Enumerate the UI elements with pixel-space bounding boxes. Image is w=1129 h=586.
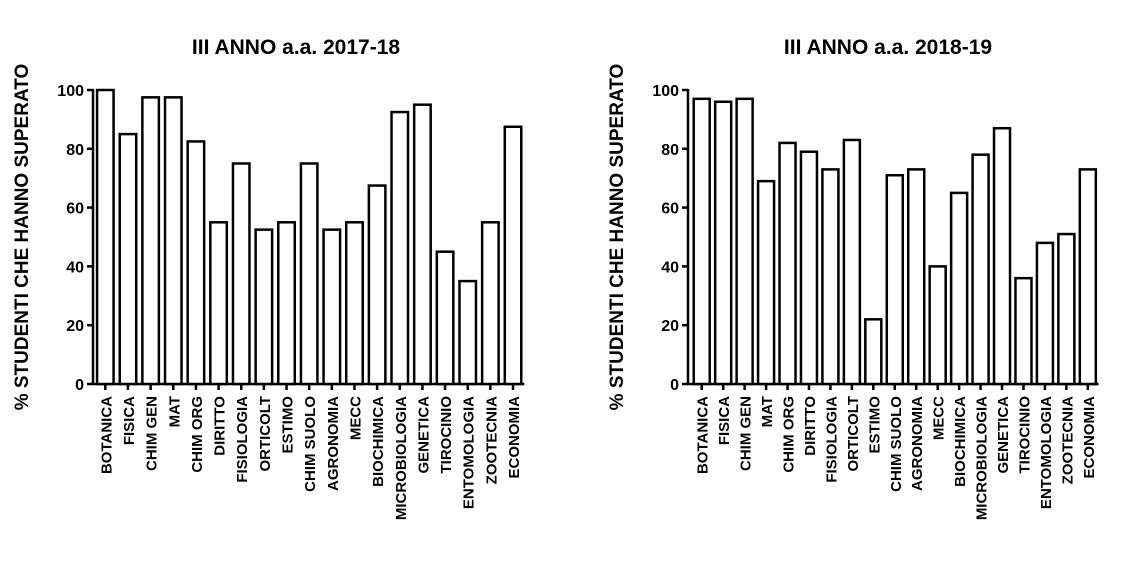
- bar: [458, 279, 478, 386]
- bar: [277, 221, 297, 386]
- bar: [1014, 276, 1033, 386]
- chart-panel-2017-18: III ANNO a.a. 2017-18 % STUDENTI CHE HANN…: [12, 36, 525, 520]
- y-tick-label: 20: [66, 318, 84, 335]
- x-tick-label: MAT: [166, 396, 183, 427]
- x-tick-label: CHIM SUOLO: [888, 396, 905, 492]
- x-tick-label: BIOCHIMICA: [370, 396, 387, 487]
- bar: [842, 138, 862, 386]
- chart-panel-2018-19: III ANNO a.a. 2018-19 % STUDENTI CHE HANN…: [607, 36, 1099, 520]
- bar: [412, 103, 432, 386]
- bar: [799, 150, 819, 386]
- y-tick-label: 60: [661, 201, 679, 218]
- bar: [1057, 232, 1076, 386]
- x-tick-label: BOTANICA: [695, 396, 712, 474]
- bar: [390, 110, 410, 386]
- y-tick-label: 0: [670, 377, 679, 394]
- y-tick-label: 20: [661, 318, 679, 335]
- x-tick-label: TIROCINIO: [438, 396, 455, 474]
- x-tick-label: MAT: [759, 396, 776, 427]
- bar: [254, 228, 274, 386]
- x-tick-label: ZOOTECNIA: [483, 396, 500, 484]
- x-tick-label: CHIM GEN: [738, 396, 755, 471]
- bar: [186, 140, 206, 386]
- bar: [1035, 241, 1055, 386]
- x-tick-label: ESTIMO: [280, 396, 297, 454]
- x-tick-label: FISIOLOGIA: [823, 396, 840, 483]
- y-tick-label: 40: [661, 259, 679, 276]
- bar: [735, 97, 754, 386]
- x-tick-label: GENETICA: [995, 396, 1012, 474]
- x-tick-label: ECONOMIA: [1081, 396, 1098, 479]
- x-tick-label: ORTICOLT: [845, 396, 862, 472]
- x-tick-label: TIROCINIO: [1016, 396, 1033, 474]
- bar: [95, 88, 115, 386]
- y-tick-label: 40: [66, 259, 84, 276]
- x-tick-label: GENETICA: [415, 396, 432, 474]
- y-axis-label: % STUDENTI CHE HANNO SUPERATO: [12, 64, 33, 411]
- x-tick-label: ENTOMOLOGIA: [461, 396, 478, 509]
- chart-title: III ANNO a.a. 2018-19: [784, 36, 992, 59]
- x-tick-label: DIRITTO: [212, 396, 229, 456]
- x-tick-label: ECONOMIA: [506, 396, 523, 479]
- bar: [209, 221, 229, 386]
- bar: [885, 174, 905, 386]
- bar: [163, 96, 183, 386]
- bar: [992, 126, 1012, 386]
- y-tick-label: 100: [652, 83, 679, 100]
- x-tick-label: DIRITTO: [802, 396, 819, 456]
- bar: [756, 179, 776, 386]
- x-tick-label: FISICA: [121, 396, 138, 445]
- x-tick-label: ORTICOLT: [257, 396, 274, 472]
- y-tick-label: 60: [66, 201, 84, 218]
- x-tick-label: CHIM GEN: [144, 396, 161, 471]
- x-tick-label: CHIM ORG: [189, 396, 206, 473]
- bar: [367, 184, 387, 386]
- bar: [231, 162, 251, 386]
- y-tick-label: 0: [75, 377, 84, 394]
- x-tick-label: MECC: [347, 396, 364, 440]
- x-tick-label: FISICA: [716, 396, 733, 445]
- bar: [778, 141, 797, 386]
- x-tick-label: CHIM ORG: [781, 396, 798, 473]
- x-tick-label: ENTOMOLOGIA: [1038, 396, 1055, 509]
- x-tick-label: FISIOLOGIA: [234, 396, 251, 483]
- bar: [949, 191, 969, 386]
- bar: [344, 221, 364, 386]
- bar: [118, 132, 138, 386]
- bar: [141, 96, 161, 386]
- chart-title: III ANNO a.a. 2017-18: [192, 36, 400, 59]
- bar: [713, 100, 733, 386]
- x-tick-label: BOTANICA: [98, 396, 115, 474]
- y-tick-label: 80: [661, 142, 679, 159]
- y-axis-label: % STUDENTI CHE HANNO SUPERATO: [607, 64, 628, 411]
- bar: [1078, 168, 1098, 386]
- x-tick-label: AGRONOMIA: [325, 396, 342, 491]
- bar: [322, 228, 342, 386]
- x-tick-label: ZOOTECNIA: [1059, 396, 1076, 484]
- bar: [864, 318, 883, 386]
- bar: [971, 153, 990, 386]
- x-tick-label: AGRONOMIA: [909, 396, 926, 491]
- bar: [928, 265, 947, 386]
- bar: [435, 250, 455, 386]
- x-tick-label: MICROBIOLOGIA: [974, 396, 991, 520]
- bar: [906, 168, 926, 386]
- bar: [480, 221, 500, 386]
- bar: [299, 162, 319, 386]
- bar: [692, 97, 711, 386]
- y-tick-label: 80: [66, 142, 84, 159]
- bar: [503, 125, 523, 386]
- x-tick-label: ESTIMO: [866, 396, 883, 454]
- bar: [821, 168, 840, 386]
- x-tick-label: MICROBIOLOGIA: [393, 396, 410, 520]
- y-tick-label: 100: [57, 83, 84, 100]
- x-tick-label: CHIM SUOLO: [302, 396, 319, 492]
- x-tick-label: BIOCHIMICA: [952, 396, 969, 487]
- x-tick-label: MECC: [931, 396, 948, 440]
